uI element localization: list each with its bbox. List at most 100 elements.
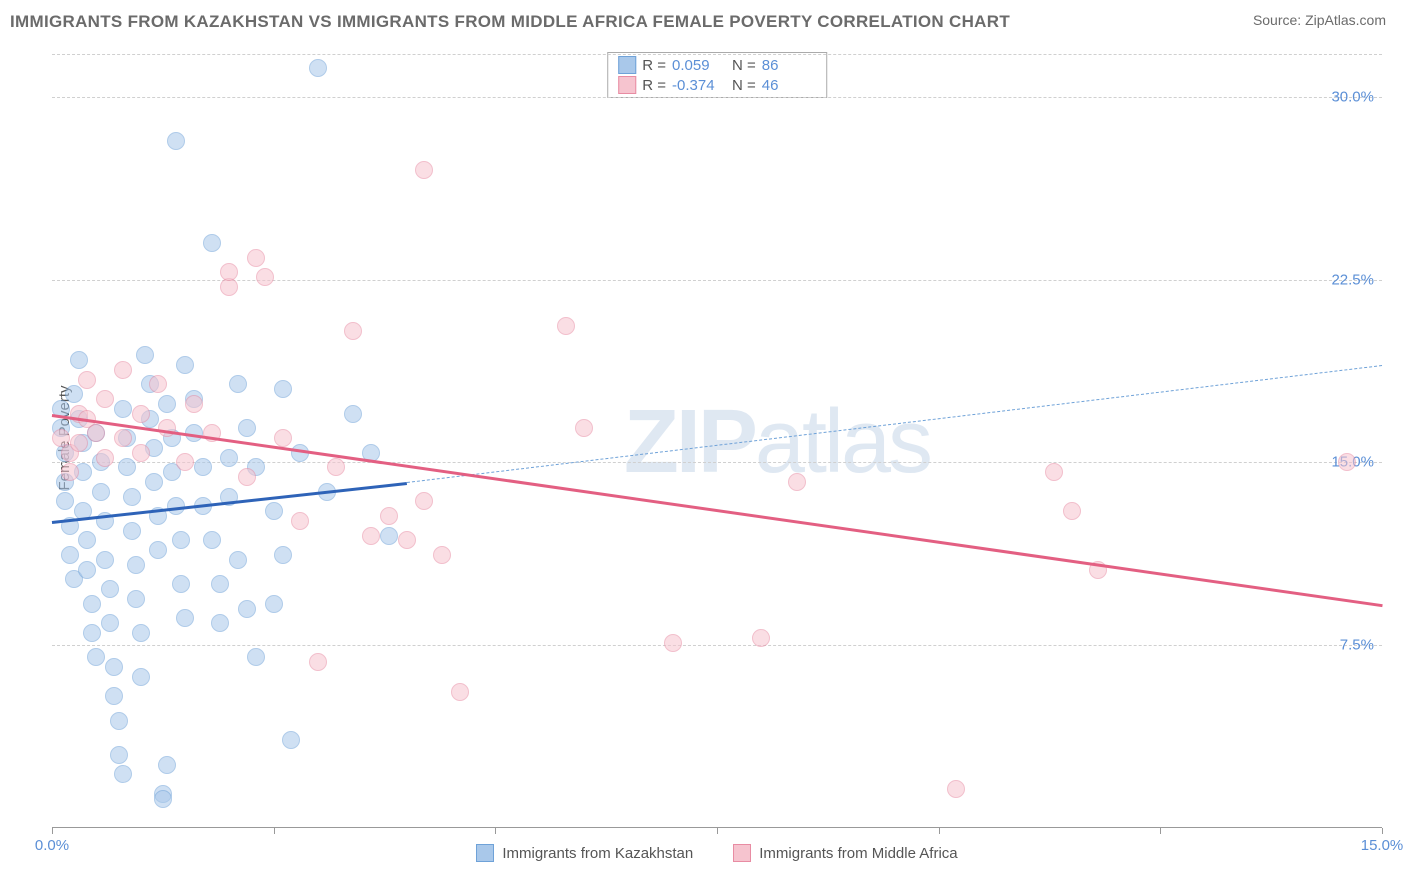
- data-point: [127, 556, 145, 574]
- data-point: [557, 317, 575, 335]
- data-point: [127, 590, 145, 608]
- legend-label: Immigrants from Kazakhstan: [502, 845, 693, 862]
- data-point: [282, 731, 300, 749]
- data-point: [274, 380, 292, 398]
- legend-row: R = -0.374N = 46: [618, 75, 816, 95]
- data-point: [380, 527, 398, 545]
- data-point: [123, 488, 141, 506]
- gridline: [52, 54, 1382, 55]
- data-point: [238, 419, 256, 437]
- y-tick-label: 30.0%: [1331, 88, 1374, 105]
- data-point: [274, 429, 292, 447]
- data-point: [172, 575, 190, 593]
- data-point: [65, 385, 83, 403]
- legend-swatch: [618, 56, 636, 74]
- data-point: [96, 449, 114, 467]
- data-point: [61, 546, 79, 564]
- plot-region: ZIPatlas R = 0.059N = 86R = -0.374N = 46…: [52, 48, 1382, 828]
- data-point: [265, 502, 283, 520]
- data-point: [362, 527, 380, 545]
- legend-r-label: R =: [642, 57, 666, 74]
- data-point: [274, 546, 292, 564]
- data-point: [149, 541, 167, 559]
- data-point: [947, 780, 965, 798]
- gridline: [52, 97, 1382, 98]
- legend-n-label: N =: [732, 77, 756, 94]
- legend-item: Immigrants from Kazakhstan: [476, 844, 693, 862]
- data-point: [118, 458, 136, 476]
- data-point: [87, 648, 105, 666]
- data-point: [433, 546, 451, 564]
- legend-n-value: 46: [762, 77, 816, 94]
- data-point: [70, 434, 88, 452]
- data-point: [132, 405, 150, 423]
- gridline: [52, 645, 1382, 646]
- legend-n-value: 86: [762, 57, 816, 74]
- data-point: [92, 483, 110, 501]
- x-tick: [1382, 828, 1383, 834]
- data-point: [78, 531, 96, 549]
- legend-r-value: -0.374: [672, 77, 726, 94]
- data-point: [149, 375, 167, 393]
- data-point: [114, 400, 132, 418]
- x-tick: [717, 828, 718, 834]
- data-point: [194, 458, 212, 476]
- data-point: [1338, 453, 1356, 471]
- data-point: [247, 249, 265, 267]
- data-point: [1063, 502, 1081, 520]
- data-point: [238, 468, 256, 486]
- data-point: [83, 595, 101, 613]
- data-point: [1045, 463, 1063, 481]
- data-point: [415, 161, 433, 179]
- data-point: [145, 473, 163, 491]
- data-point: [101, 614, 119, 632]
- chart-area: Female Poverty ZIPatlas R = 0.059N = 86R…: [52, 48, 1382, 828]
- data-point: [176, 356, 194, 374]
- series-legend: Immigrants from Kazakhstan Immigrants fro…: [52, 844, 1382, 862]
- data-point: [56, 492, 74, 510]
- legend-item: Immigrants from Middle Africa: [733, 844, 957, 862]
- data-point: [238, 600, 256, 618]
- data-point: [114, 361, 132, 379]
- x-tick: [52, 828, 53, 834]
- data-point: [114, 765, 132, 783]
- legend-swatch: [733, 844, 751, 862]
- data-point: [309, 59, 327, 77]
- y-tick-label: 22.5%: [1331, 271, 1374, 288]
- data-point: [105, 687, 123, 705]
- gridline: [52, 280, 1382, 281]
- data-point: [78, 561, 96, 579]
- data-point: [101, 580, 119, 598]
- correlation-legend: R = 0.059N = 86R = -0.374N = 46: [607, 52, 827, 98]
- data-point: [664, 634, 682, 652]
- data-point: [78, 371, 96, 389]
- data-point: [247, 648, 265, 666]
- data-point: [327, 458, 345, 476]
- data-point: [132, 444, 150, 462]
- data-point: [154, 790, 172, 808]
- x-tick: [1160, 828, 1161, 834]
- data-point: [132, 668, 150, 686]
- y-tick-label: 7.5%: [1340, 637, 1374, 654]
- data-point: [158, 395, 176, 413]
- data-point: [96, 551, 114, 569]
- legend-r-value: 0.059: [672, 57, 726, 74]
- data-point: [114, 429, 132, 447]
- data-point: [203, 531, 221, 549]
- data-point: [83, 624, 101, 642]
- data-point: [211, 614, 229, 632]
- data-point: [211, 575, 229, 593]
- data-point: [291, 512, 309, 530]
- legend-swatch: [618, 76, 636, 94]
- data-point: [105, 658, 123, 676]
- data-point: [220, 263, 238, 281]
- x-tick: [274, 828, 275, 834]
- watermark: ZIPatlas: [624, 391, 930, 494]
- data-point: [752, 629, 770, 647]
- data-point: [309, 653, 327, 671]
- data-point: [415, 492, 433, 510]
- data-point: [575, 419, 593, 437]
- data-point: [265, 595, 283, 613]
- legend-swatch: [476, 844, 494, 862]
- data-point: [167, 132, 185, 150]
